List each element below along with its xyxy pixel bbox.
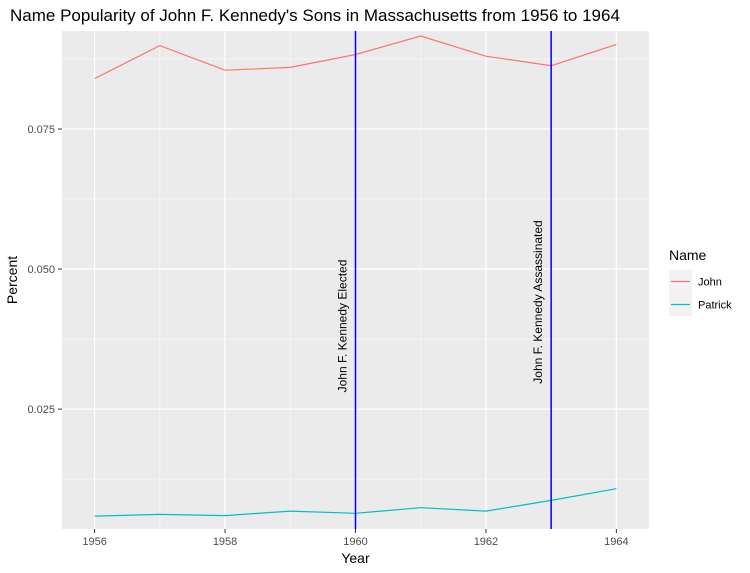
x-tick-label: 1960: [343, 536, 367, 548]
x-tick-label: 1956: [82, 536, 106, 548]
event-label: John F. Kennedy Elected: [336, 260, 350, 393]
legend-label-john: John: [698, 277, 722, 289]
x-tick-label: 1964: [604, 536, 628, 548]
axis-ticks: 1956 1958 1960 1962 1964 0.025 0.050 0.075: [27, 124, 628, 548]
y-tick-label: 0.025: [27, 404, 55, 416]
y-tick-label: 0.050: [27, 264, 55, 276]
legend: Name John Patrick: [669, 247, 732, 316]
y-axis-title: Percent: [4, 256, 20, 304]
y-tick-label: 0.075: [27, 124, 55, 136]
x-tick-label: 1962: [474, 536, 498, 548]
event-lines: John F. Kennedy Elected John F. Kennedy A…: [336, 31, 552, 529]
event-label: John F. Kennedy Assassinated: [531, 220, 545, 383]
legend-label-patrick: Patrick: [698, 300, 732, 312]
chart-title: Name Popularity of John F. Kennedy's Son…: [10, 6, 620, 25]
x-axis-title: Year: [341, 550, 370, 566]
x-tick-label: 1958: [213, 536, 237, 548]
legend-title: Name: [669, 247, 707, 263]
